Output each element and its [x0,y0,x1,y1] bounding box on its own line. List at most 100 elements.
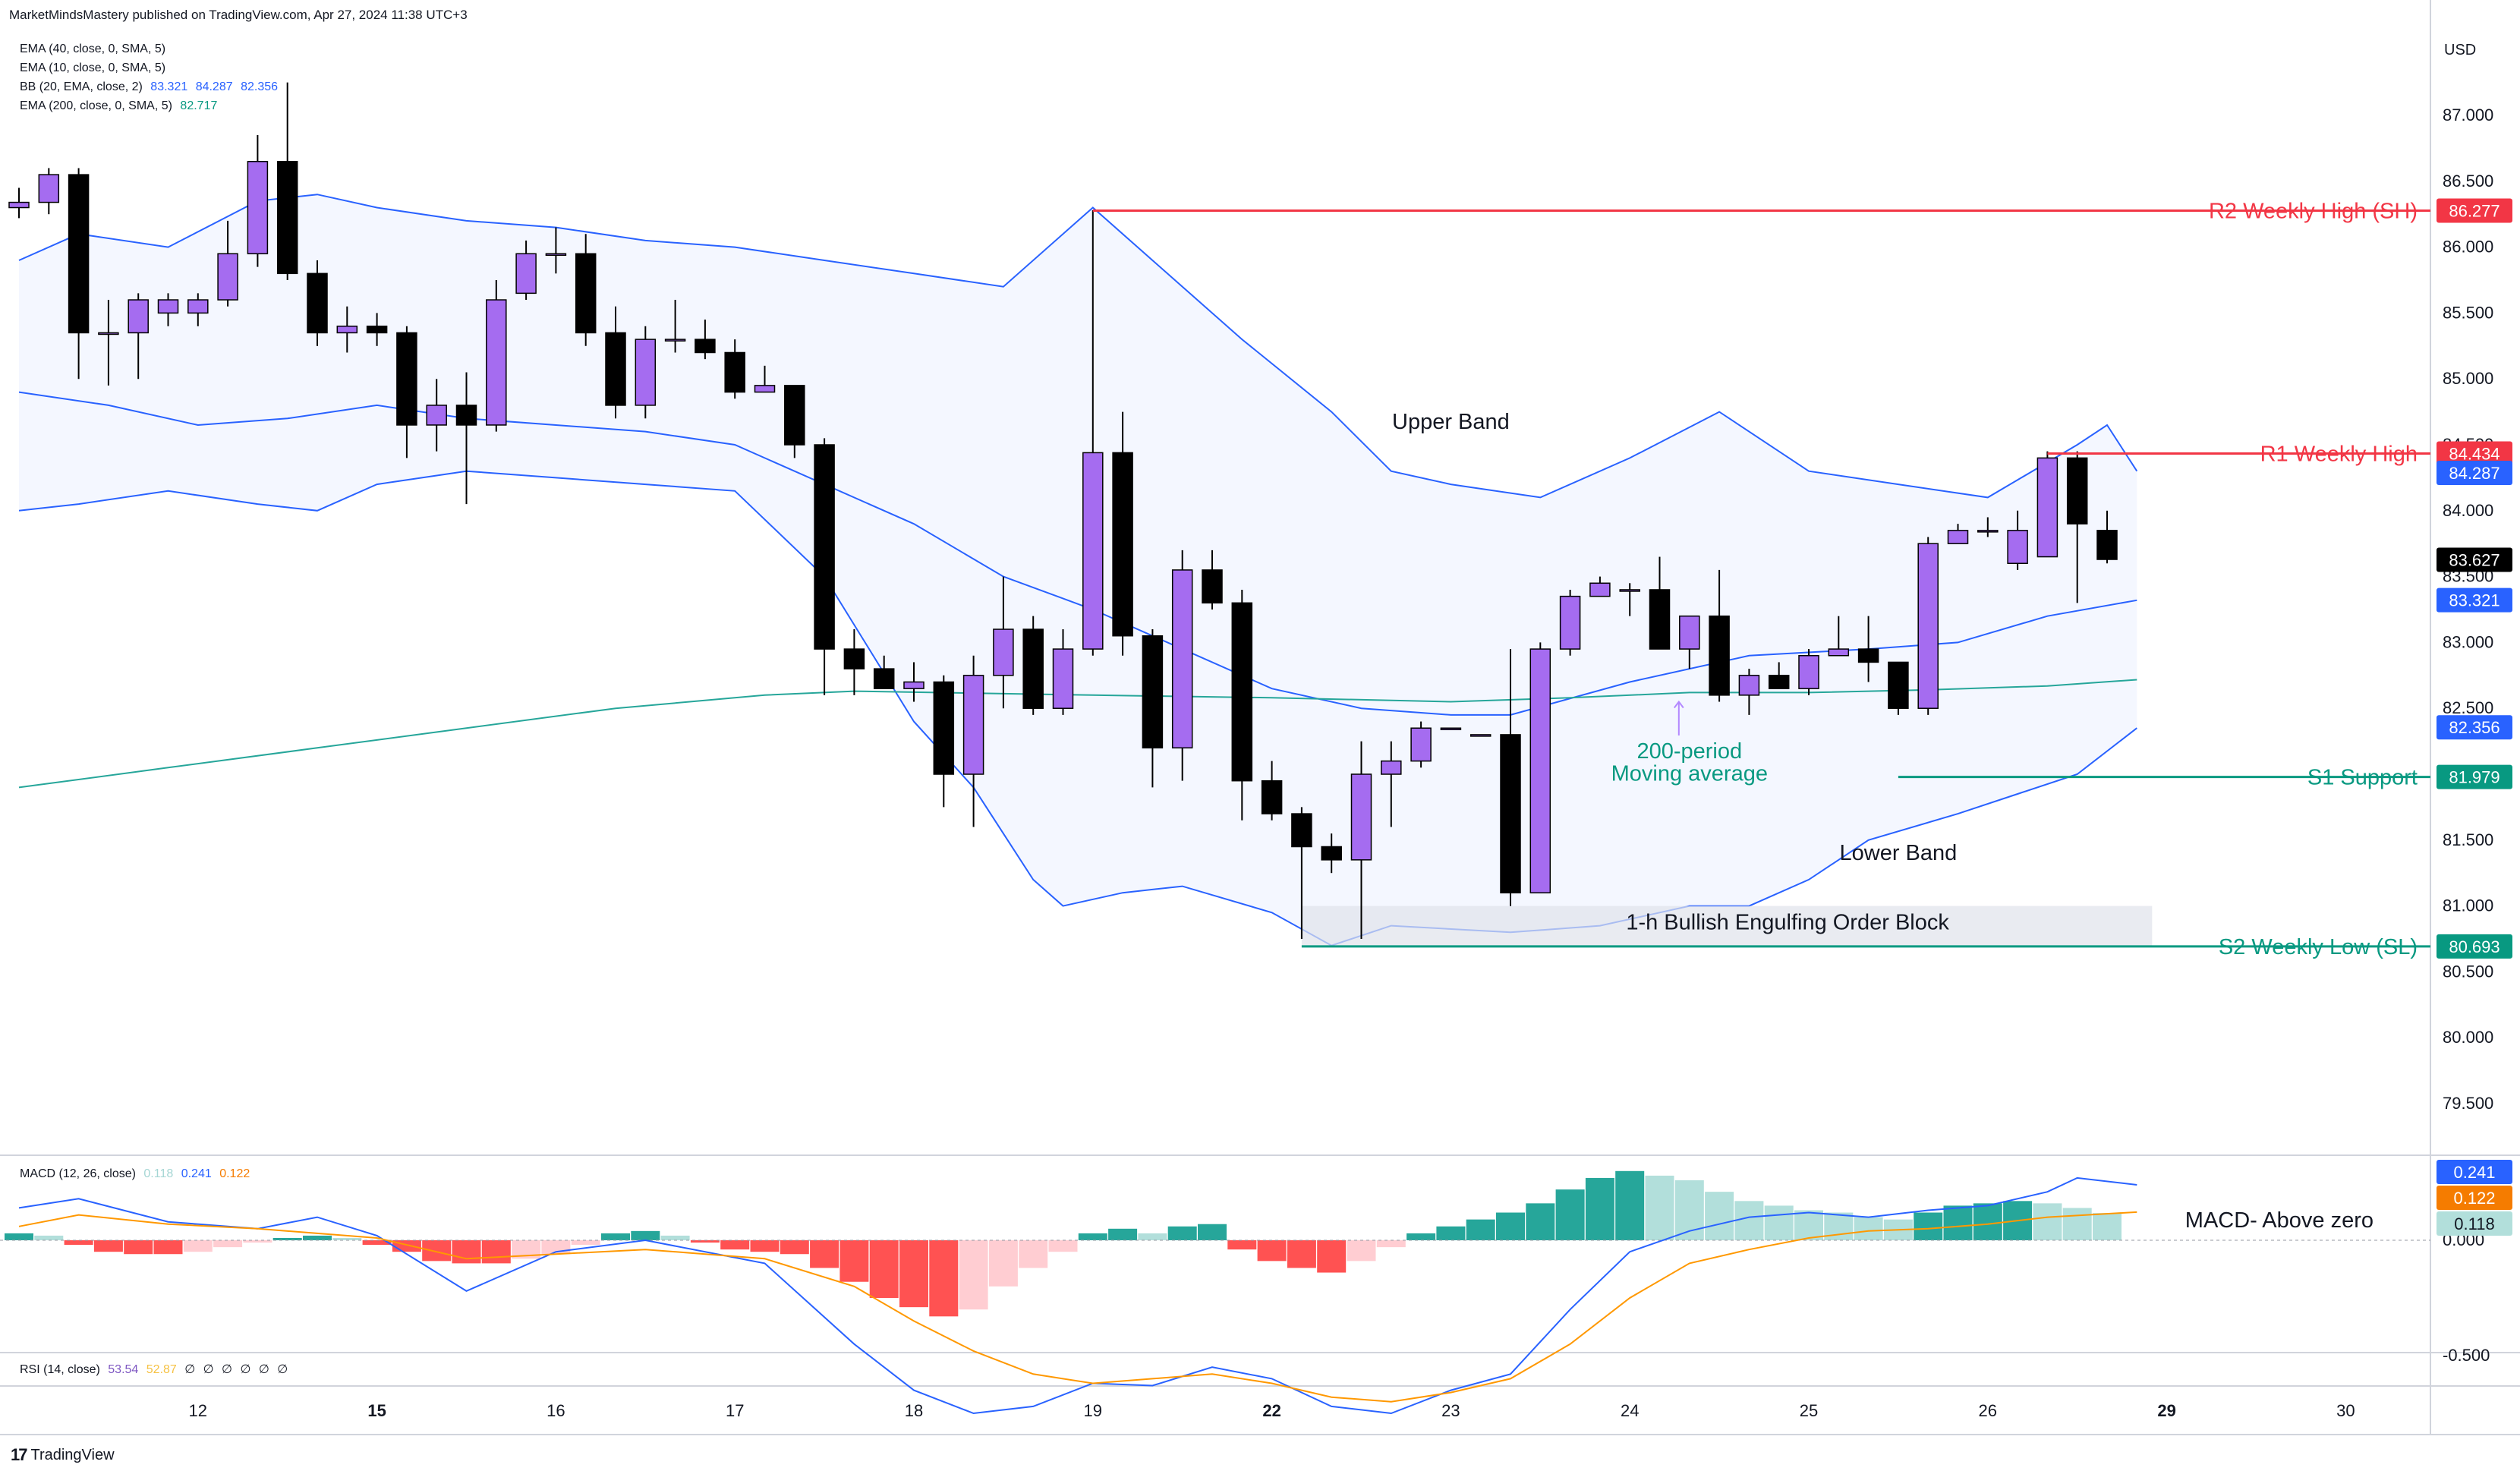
order-block-zone[interactable] [1301,906,2153,947]
candle-body[interactable] [1112,452,1133,637]
time-tick-label: 23 [1441,1401,1460,1420]
candle-body[interactable] [1350,773,1372,861]
legend-macd[interactable]: MACD (12, 26, close) 0.118 0.241 0.122 [20,1167,250,1181]
legend-rsi[interactable]: RSI (14, close) 53.54 52.87 ∅ ∅ ∅ ∅ ∅ ∅ [20,1362,288,1377]
candle-body[interactable] [1261,780,1283,814]
macd-line[interactable] [18,1176,2137,1415]
candle-body[interactable] [1500,734,1521,893]
candle-body[interactable] [1709,615,1730,696]
candle-body[interactable] [1381,760,1402,775]
price-tick-label: 83.000 [2443,632,2493,651]
candle-body[interactable] [1202,569,1223,604]
candle-body[interactable] [1171,569,1193,749]
candle-body[interactable] [157,299,179,314]
candle-body[interactable] [455,405,477,426]
candle-body[interactable] [1291,813,1312,848]
candle-body[interactable] [366,326,388,334]
candle-body[interactable] [754,385,776,393]
candle-body[interactable] [664,339,686,342]
candle-body[interactable] [695,339,716,354]
price-tick-label: 81.500 [2443,830,2493,849]
candle-body[interactable] [68,174,90,334]
macd-hist-bar [1167,1226,1197,1240]
candle-body[interactable] [2096,530,2118,560]
candle-body[interactable] [486,299,507,426]
candle-body[interactable] [336,326,358,334]
candle-body[interactable] [1142,635,1164,749]
candle-body[interactable] [933,681,955,775]
time-tick-label: 30 [2336,1401,2355,1420]
candle-body[interactable] [1529,648,1551,893]
candle-body[interactable] [1321,846,1342,861]
candle-body[interactable] [8,201,30,209]
candle-body[interactable] [724,351,745,393]
macd-hist-bar [1973,1203,2002,1240]
candle-body[interactable] [38,174,60,203]
candle-body[interactable] [635,339,657,406]
candle-body[interactable] [1679,615,1700,650]
candle-body[interactable] [2066,457,2088,524]
candle-body[interactable] [515,253,537,295]
bb-lower-line[interactable] [18,470,2137,947]
candle-body[interactable] [814,444,835,650]
candle-body[interactable] [396,332,417,426]
candle-body[interactable] [1977,530,1999,533]
bb-upper-line[interactable] [18,194,2138,499]
candle-body[interactable] [1410,727,1432,762]
macd-hist-bar [571,1240,600,1246]
candle-body[interactable] [1440,727,1462,730]
candle-body[interactable] [128,299,149,334]
candle-body[interactable] [962,675,984,775]
candle-body[interactable] [426,405,447,426]
candle-body[interactable] [1738,675,1760,696]
legend-bb[interactable]: BB (20, EMA, close, 2) 83.321 84.287 82.… [20,80,278,94]
candle-body[interactable] [1857,648,1879,663]
candle-body[interactable] [1559,595,1581,650]
candle-body[interactable] [1469,734,1492,737]
candle-body[interactable] [1828,648,1850,657]
macd-signal-line[interactable] [18,1211,2137,1403]
candle-body[interactable] [2007,530,2028,564]
candle-body[interactable] [1589,582,1611,597]
bb-middle-line[interactable] [18,391,2137,716]
candle-body[interactable] [1022,628,1044,709]
candle-body[interactable] [1768,675,1790,689]
legend-rsi-empty-5: ∅ [258,1363,269,1376]
legend-rsi-empty-1: ∅ [184,1363,196,1376]
candle-body[interactable] [545,253,567,257]
candle-body[interactable] [1619,589,1640,592]
candle-body[interactable] [276,161,298,275]
candle-body[interactable] [2036,457,2059,558]
candle-body[interactable] [217,253,238,301]
candle-body[interactable] [575,253,597,334]
candle-body[interactable] [187,299,209,314]
footer-branding[interactable]: 17 TradingView [11,1445,115,1465]
candle-body[interactable] [98,332,119,335]
candle-body[interactable] [605,332,626,406]
legend-ema200[interactable]: EMA (200, close, 0, SMA, 5) 82.717 [20,99,217,113]
candle-body[interactable] [1917,543,1939,709]
candle-body[interactable] [873,668,895,689]
price-tick-label: 79.500 [2443,1094,2493,1113]
candle-body[interactable] [784,385,805,446]
candle-body[interactable] [843,648,865,669]
price-badge [2437,587,2512,613]
macd-hist-bar [959,1240,988,1310]
legend-ema40[interactable]: EMA (40, close, 0, SMA, 5) [20,43,165,56]
candle-body[interactable] [993,628,1014,676]
candle-body[interactable] [1947,530,1969,544]
legend-rsi-ma: 52.87 [146,1363,177,1376]
legend-ema10[interactable]: EMA (10, close, 0, SMA, 5) [20,61,165,75]
time-tick-label: 16 [547,1401,565,1420]
candle-body[interactable] [1798,655,1819,689]
candle-body[interactable] [1649,589,1671,650]
candle-body[interactable] [903,681,925,689]
candle-body[interactable] [247,161,269,255]
candle-body[interactable] [1231,602,1253,782]
candle-body[interactable] [1052,648,1074,709]
candle-body[interactable] [307,272,328,334]
candle-body[interactable] [1888,661,1909,709]
candle-body[interactable] [1082,452,1104,650]
macd-hist-bar [601,1233,630,1240]
